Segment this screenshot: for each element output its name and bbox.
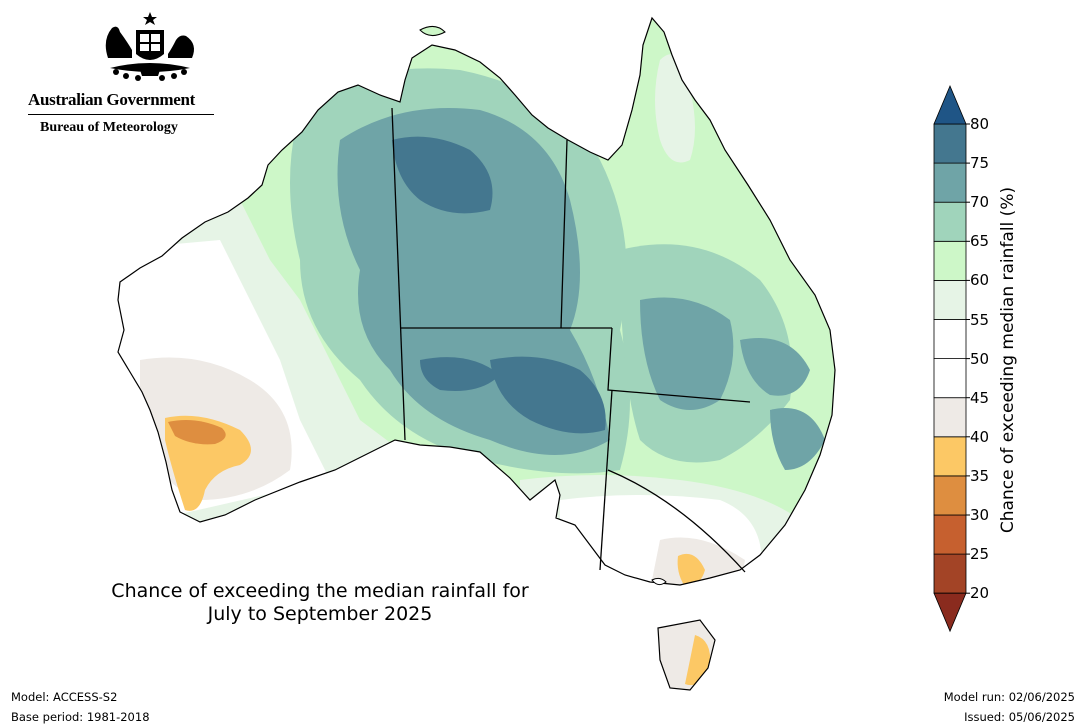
colorbar-tick-65: 65 [970, 232, 990, 251]
colorbar-bin-70-75 [933, 162, 967, 203]
base-period: Base period: 1981-2018 [11, 710, 150, 724]
colorbar-tick-40: 40 [970, 427, 990, 446]
colorbar-under-arrow [933, 592, 967, 633]
colorbar-tick-30: 30 [970, 506, 990, 524]
colorbar-bin-35-40 [933, 436, 967, 477]
model-run-date: Model run: 02/06/2025 [943, 690, 1075, 704]
colorbar-tick-25: 25 [970, 545, 990, 564]
colorbar-tick-60: 60 [970, 271, 990, 290]
bureau-name: Bureau of Meteorology [40, 120, 178, 135]
colorbar-bin-55-60 [933, 279, 967, 320]
colorbar-bin-25-30 [933, 514, 967, 555]
colorbar-tick-45: 45 [970, 388, 990, 407]
map-title-line2: July to September 2025 [207, 603, 433, 625]
rainfall-outlook-map [117, 16, 836, 691]
colorbar-bin-30-35 [933, 475, 967, 516]
colorbar-bin-75-80 [933, 123, 967, 164]
colorbar [933, 84, 970, 633]
colorbar-tick-75: 75 [970, 154, 990, 173]
colorbar-over-arrow [933, 84, 967, 125]
colorbar-bin-65-70 [933, 201, 967, 242]
colorbar-bin-60-65 [933, 240, 967, 281]
colorbar-tick-55: 55 [970, 310, 990, 329]
logo-divider [28, 114, 214, 115]
colorbar-bin-45-50 [933, 358, 967, 399]
map-title: Chance of exceeding the median rainfall … [70, 580, 570, 626]
colorbar-tick-50: 50 [970, 349, 990, 368]
colorbar-bin-50-55 [933, 319, 967, 359]
colorbar-label: Chance of exceeding median rainfall (%) [998, 186, 1018, 534]
colorbar-tick-80: 80 [970, 115, 990, 133]
colorbar-bin-40-45 [933, 397, 967, 438]
model-name: Model: ACCESS-S2 [11, 690, 118, 704]
colorbar-bin-20-25 [933, 553, 967, 594]
issued-date: Issued: 05/06/2025 [964, 710, 1075, 724]
map-title-line1: Chance of exceeding the median rainfall … [111, 580, 529, 602]
bom-logo: Australian Government Bureau of Meteorol… [28, 10, 218, 140]
government-name: Australian Government [28, 90, 195, 109]
colorbar-tick-70: 70 [970, 193, 990, 212]
coat-of-arms-icon [105, 12, 194, 81]
colorbar-tick-35: 35 [970, 466, 990, 485]
colorbar-tick-20: 20 [970, 584, 990, 603]
